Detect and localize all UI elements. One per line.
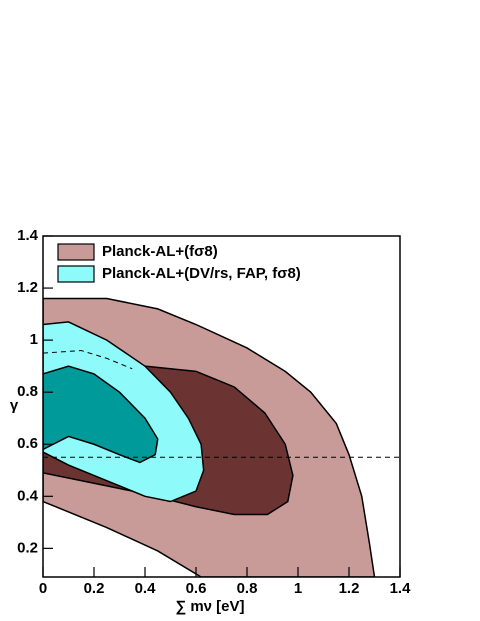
y-tick-label: 0.4 <box>17 487 39 504</box>
y-tick-label: 1.4 <box>17 227 39 244</box>
legend-swatch <box>57 243 95 261</box>
legend-label: Planck-AL+(fσ8) <box>102 243 218 260</box>
x-tick-label: 1 <box>294 580 302 597</box>
x-axis-label: ∑ mν [eV] <box>175 598 244 615</box>
x-tick-label: 0.8 <box>237 580 258 597</box>
plot-frame <box>42 235 401 578</box>
y-tick-label: 1 <box>30 331 38 348</box>
x-tick-label: 0 <box>39 580 47 597</box>
y-tick-label: 0.2 <box>17 539 38 556</box>
legend-swatch <box>57 265 95 283</box>
x-tick-label: 0.4 <box>135 580 157 597</box>
y-tick-label: 1.2 <box>17 279 38 296</box>
x-tick-label: 1.4 <box>390 580 412 597</box>
legend-label: Planck-AL+(DV/rs, FAP, fσ8) <box>102 265 301 282</box>
y-tick-label: 0.8 <box>17 383 38 400</box>
x-tick-label: 0.2 <box>84 580 105 597</box>
y-tick-label: 0.6 <box>17 435 38 452</box>
x-tick-label: 1.2 <box>339 580 360 597</box>
contour <box>43 365 159 464</box>
dashed-line <box>43 350 133 370</box>
x-tick-label: 0.6 <box>186 580 207 597</box>
y-axis-label: γ <box>10 397 19 414</box>
